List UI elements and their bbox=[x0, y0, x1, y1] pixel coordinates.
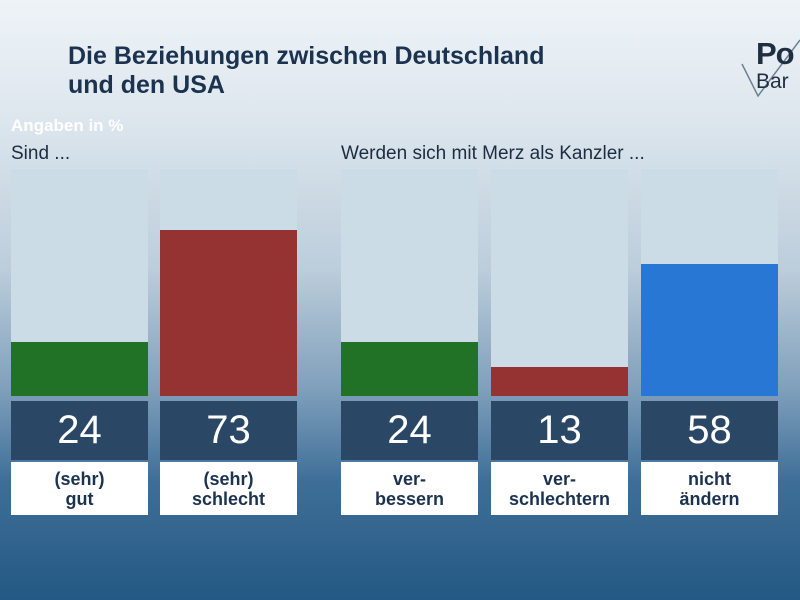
chart-title: Die Beziehungen zwischen Deutschland und… bbox=[68, 42, 668, 100]
bar bbox=[341, 341, 478, 396]
right-chart-subtitle: Werden sich mit Merz als Kanzler ... bbox=[341, 143, 645, 164]
logo-text-line-2: Bar bbox=[756, 70, 789, 93]
category-label-line: ändern bbox=[679, 488, 740, 509]
bar-track bbox=[11, 169, 148, 396]
category-label-line: nicht bbox=[688, 468, 731, 489]
chart-title-line-2: und den USA bbox=[68, 71, 225, 99]
bar-value-label: 24 bbox=[341, 401, 478, 460]
logo-text-line-1: Po bbox=[756, 36, 795, 71]
bar-track bbox=[491, 169, 628, 396]
politbarometer-logo: Po Bar bbox=[738, 34, 800, 104]
category-label-line: (sehr) bbox=[54, 468, 105, 489]
bar bbox=[160, 230, 297, 396]
category-label-line: schlechtern bbox=[508, 488, 611, 509]
bar-category-label: ver-bessern bbox=[341, 462, 478, 515]
bar bbox=[11, 341, 148, 396]
bar-value-label: 24 bbox=[11, 401, 148, 460]
chart-title-line-1: Die Beziehungen zwischen Deutschland bbox=[68, 42, 545, 70]
bar-value-label: 73 bbox=[160, 401, 297, 460]
category-label-line: (sehr) bbox=[203, 468, 254, 489]
bar-track bbox=[341, 169, 478, 396]
unit-label: Angaben in % bbox=[11, 116, 124, 135]
bar-category-label: (sehr) schlecht bbox=[160, 462, 297, 515]
left-chart-subtitle: Sind ... bbox=[11, 143, 71, 164]
bar bbox=[491, 366, 628, 396]
logo-check-mark bbox=[741, 39, 800, 98]
bar-value-label: 58 bbox=[641, 401, 778, 460]
bar-track bbox=[641, 169, 778, 396]
category-label-line: schlecht bbox=[191, 488, 266, 509]
bar-value-label: 13 bbox=[491, 401, 628, 460]
bar-track bbox=[160, 169, 297, 396]
bar-category-label: (sehr) gut bbox=[11, 462, 148, 515]
category-label-line: ver- bbox=[542, 468, 577, 489]
category-label-line: bessern bbox=[374, 488, 445, 509]
category-label-line: gut bbox=[65, 488, 94, 509]
category-label-line: ver- bbox=[392, 468, 427, 489]
bar bbox=[641, 264, 778, 396]
bar-category-label: nicht ändern bbox=[641, 462, 778, 515]
bar-category-label: ver-schlechtern bbox=[491, 462, 628, 515]
